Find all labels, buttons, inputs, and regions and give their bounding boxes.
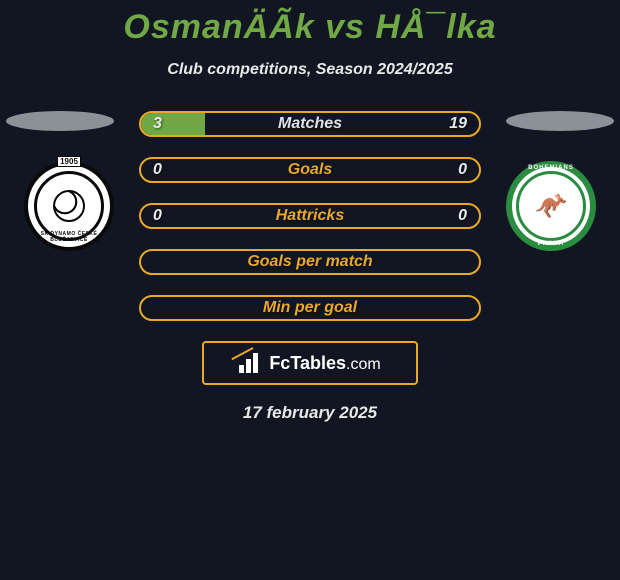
watermark-suffix: .com xyxy=(346,356,381,373)
date: 17 february 2025 xyxy=(0,403,620,423)
stat-value-right: 0 xyxy=(458,207,467,225)
kangaroo-icon: 🦘 xyxy=(535,191,567,222)
stat-value-left: 0 xyxy=(153,161,162,179)
badge-left-year: 1905 xyxy=(57,156,81,167)
stat-bar: 0 Hattricks 0 xyxy=(139,203,481,229)
watermark-brand: FcTables xyxy=(269,353,346,373)
stat-bar-fill xyxy=(141,113,205,135)
stat-label: Goals per match xyxy=(247,253,372,271)
badge-left-ring: SK DYNAMO ČESKÉ BUDĚJOVICE xyxy=(28,231,110,243)
stat-bar: Goals per match xyxy=(139,249,481,275)
stat-bar: 0 Goals 0 xyxy=(139,157,481,183)
stat-value-right: 19 xyxy=(449,115,467,133)
badge-right-inner: 🦘 xyxy=(516,171,586,241)
soccer-ball-icon xyxy=(53,190,85,222)
stat-value-left: 3 xyxy=(153,115,162,133)
stat-label: Hattricks xyxy=(276,207,344,225)
shadow-right xyxy=(506,111,614,131)
badge-right-bottom: PRAHA xyxy=(512,241,590,247)
watermark: FcTables.com xyxy=(202,341,418,385)
shadow-left xyxy=(6,111,114,131)
subtitle: Club competitions, Season 2024/2025 xyxy=(0,61,620,79)
stat-label: Goals xyxy=(288,161,332,179)
stat-bar: 3 Matches 19 xyxy=(139,111,481,137)
page-title: OsmanÄÃk vs HÅ¯lka xyxy=(0,0,620,47)
watermark-text: FcTables.com xyxy=(269,353,380,374)
stat-value-right: 0 xyxy=(458,161,467,179)
club-badge-left: 1905 SK DYNAMO ČESKÉ BUDĚJOVICE xyxy=(24,161,114,251)
comparison-content: 1905 SK DYNAMO ČESKÉ BUDĚJOVICE BOHEMIAN… xyxy=(0,111,620,321)
stat-label: Matches xyxy=(278,115,342,133)
stat-value-left: 0 xyxy=(153,207,162,225)
chart-icon xyxy=(239,353,265,373)
stat-label: Min per goal xyxy=(263,299,357,317)
stat-bar: Min per goal xyxy=(139,295,481,321)
club-badge-right: BOHEMIANS 🦘 PRAHA xyxy=(506,161,596,251)
stat-bars: 3 Matches 19 0 Goals 0 0 Hattricks 0 Goals per ma… xyxy=(139,111,481,321)
